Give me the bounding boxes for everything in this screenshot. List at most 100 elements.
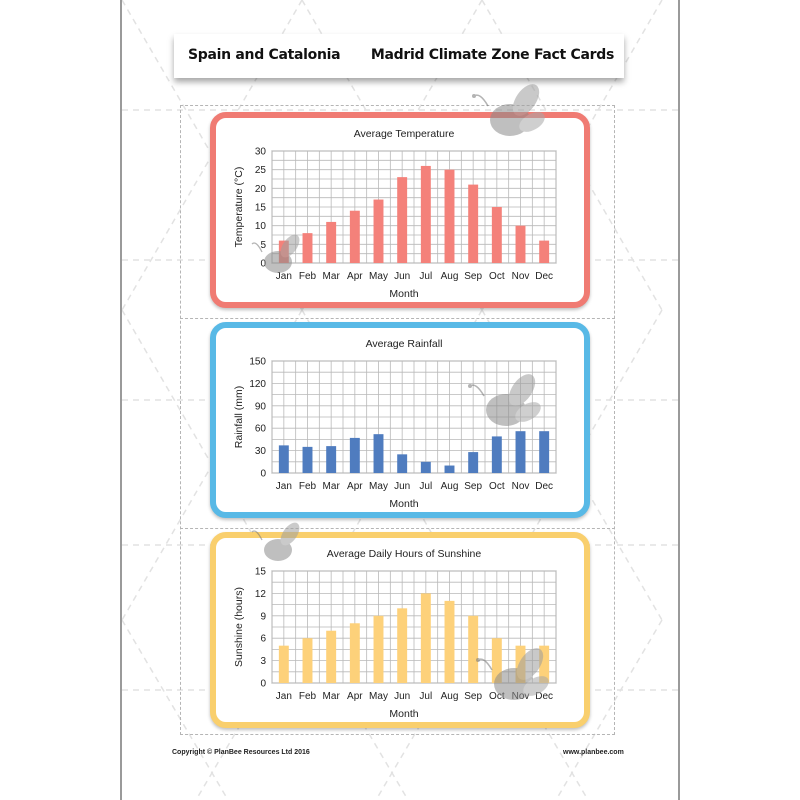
temperature-chart: Average Temperature 0 5 10 15 20 25 30 Jan Feb Mar… <box>233 128 557 300</box>
bar-feb <box>302 233 313 263</box>
bar-may <box>373 434 384 473</box>
website-link[interactable]: www.planbee.com <box>563 749 624 756</box>
x-axis-label: Month <box>389 288 418 300</box>
y-tick-label: 120 <box>249 379 266 390</box>
x-tick-label: May <box>369 481 388 492</box>
x-tick-label: Jun <box>394 271 410 282</box>
bar-feb <box>302 446 313 473</box>
x-tick-label: Mar <box>323 691 341 702</box>
x-tick-label: Sep <box>464 691 482 702</box>
y-tick-label: 30 <box>255 147 267 158</box>
x-tick-label: Aug <box>441 481 459 492</box>
y-tick-label: 30 <box>255 446 267 457</box>
x-tick-label: Feb <box>299 481 317 492</box>
x-tick-label: Mar <box>323 481 341 492</box>
x-tick-label: Feb <box>299 271 317 282</box>
bar-jan <box>278 645 289 683</box>
y-tick-label: 20 <box>255 184 267 195</box>
bar-aug <box>444 600 455 683</box>
bar-jun <box>397 177 408 263</box>
y-tick-label: 90 <box>255 401 267 412</box>
x-axis-label: Month <box>389 708 418 720</box>
y-tick-label: 0 <box>260 469 266 480</box>
header-left-title: Spain and Catalonia <box>188 47 341 63</box>
bar-dec <box>539 240 550 263</box>
x-tick-label: Dec <box>535 691 553 702</box>
bar-sep <box>468 184 479 263</box>
y-tick-label: 25 <box>255 165 267 176</box>
chart-title: Average Rainfall <box>366 338 443 350</box>
bar-sep <box>468 615 479 683</box>
bar-mar <box>326 630 337 683</box>
bar-jan <box>278 445 289 473</box>
worksheet-page: Spain and Catalonia Madrid Climate Zone … <box>120 0 680 800</box>
bar-oct <box>491 436 502 473</box>
header-right-title: Madrid Climate Zone Fact Cards <box>370 47 614 63</box>
x-tick-label: Dec <box>535 271 553 282</box>
x-tick-label: Jan <box>276 271 292 282</box>
bar-jul <box>420 165 431 263</box>
bar-nov <box>515 431 526 473</box>
bar-jul <box>420 593 431 683</box>
bar-jul <box>420 461 431 473</box>
x-axis-label: Month <box>389 498 418 510</box>
x-tick-label: Oct <box>489 481 505 492</box>
cut-line <box>180 318 615 319</box>
bar-may <box>373 615 384 683</box>
x-tick-label: Aug <box>441 271 459 282</box>
y-tick-label: 60 <box>255 424 267 435</box>
bar-aug <box>444 465 455 473</box>
bee-icon <box>251 522 300 561</box>
cut-line <box>180 528 615 529</box>
x-tick-label: Nov <box>512 271 530 282</box>
y-tick-label: 0 <box>260 259 266 270</box>
y-tick-label: 9 <box>260 611 266 622</box>
x-tick-label: Mar <box>323 271 341 282</box>
bar-apr <box>349 623 360 683</box>
bar-dec <box>539 645 550 683</box>
header-banner: Spain and Catalonia Madrid Climate Zone … <box>174 34 624 78</box>
x-tick-label: May <box>369 271 388 282</box>
y-axis-label: Sunshine (hours) <box>233 587 245 667</box>
bee-icon <box>472 84 545 136</box>
x-tick-label: Feb <box>299 691 317 702</box>
bee-icon <box>476 648 549 700</box>
x-tick-label: Jan <box>276 691 292 702</box>
copyright-text: Copyright © PlanBee Resources Ltd 2016 <box>172 749 310 756</box>
bar-aug <box>444 169 455 263</box>
cut-out-area <box>180 105 615 735</box>
bar-mar <box>326 221 337 263</box>
y-tick-label: 3 <box>260 656 266 667</box>
sunshine-chart: Average Daily Hours of Sunshine 0 3 6 9 12 15 J… <box>233 548 557 720</box>
x-tick-label: Jun <box>394 481 410 492</box>
chart-title: Average Daily Hours of Sunshine <box>327 548 482 560</box>
x-tick-label: Jan <box>276 481 292 492</box>
bar-oct <box>491 207 502 263</box>
y-tick-label: 15 <box>255 567 267 578</box>
x-tick-label: Jul <box>419 481 432 492</box>
x-tick-label: Sep <box>464 481 482 492</box>
bar-jun <box>397 608 408 683</box>
y-tick-label: 15 <box>255 203 267 214</box>
x-tick-label: Jul <box>419 271 432 282</box>
bee-icon <box>468 374 541 426</box>
y-tick-label: 0 <box>260 679 266 690</box>
bar-mar <box>326 446 337 473</box>
x-tick-label: Apr <box>347 271 363 282</box>
y-tick-label: 5 <box>260 240 266 251</box>
x-tick-label: Oct <box>489 691 505 702</box>
bar-apr <box>349 437 360 473</box>
x-tick-label: Jun <box>394 691 410 702</box>
y-tick-label: 12 <box>255 589 267 600</box>
bar-oct <box>491 638 502 683</box>
y-axis-label: Rainfall (mm) <box>233 386 245 448</box>
temperature-fact-card: Average Temperature 0 5 10 15 20 25 30 Jan Feb Mar… <box>210 112 590 308</box>
x-tick-label: May <box>369 691 388 702</box>
bar-sep <box>468 452 479 473</box>
x-tick-label: Dec <box>535 481 553 492</box>
bar-feb <box>302 638 313 683</box>
x-tick-label: Apr <box>347 691 363 702</box>
x-tick-label: Nov <box>512 481 530 492</box>
y-tick-label: 150 <box>249 357 266 368</box>
x-tick-label: Aug <box>441 691 459 702</box>
